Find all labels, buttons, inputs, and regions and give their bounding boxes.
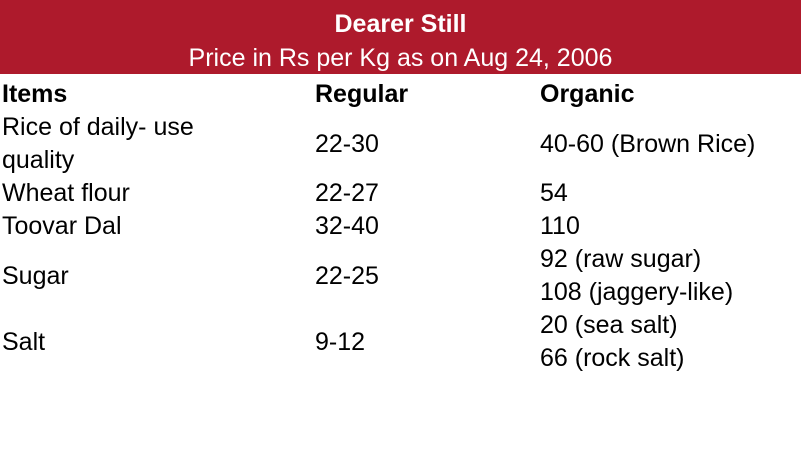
header-row: Items Regular Organic: [2, 78, 800, 111]
organic-line: 92 (raw sugar): [540, 245, 702, 273]
table-body: Rice of daily- use quality 22-30 40-60 (Br…: [2, 111, 800, 375]
item-cell: Sugar: [2, 243, 315, 309]
organic-line: 108 (jaggery-like): [540, 278, 734, 306]
item-cell: Rice of daily- use quality: [2, 111, 315, 177]
organic-line: 110: [540, 212, 580, 240]
organic-line: 66 (rock salt): [540, 344, 685, 372]
banner: Dearer Still Price in Rs per Kg as on Au…: [0, 0, 801, 74]
organic-cell: 40-60 (Brown Rice): [540, 111, 800, 177]
item-text: Toovar Dal: [2, 212, 122, 240]
title: Dearer Still: [334, 10, 467, 38]
item-text: Salt: [2, 327, 46, 356]
table-row: Salt 9-12 20 (sea salt) 66 (rock salt): [2, 309, 800, 375]
item-text: Wheat flour: [2, 179, 130, 207]
item-text: Rice of daily- use quality: [2, 113, 194, 174]
regular-cell: 22-27: [315, 179, 379, 207]
organic-line: 40-60 (Brown Rice): [540, 129, 756, 158]
organic-cell: 20 (sea salt) 66 (rock salt): [540, 309, 800, 375]
organic-cell: 92 (raw sugar) 108 (jaggery-like): [540, 243, 800, 309]
item-cell: Wheat flour: [2, 177, 315, 210]
organic-cell: 54: [540, 177, 800, 210]
table-row: Rice of daily- use quality 22-30 40-60 (Br…: [2, 111, 800, 177]
organic-line: 54: [540, 179, 568, 207]
table-row: Wheat flour 22-27 54: [2, 177, 800, 210]
organic-line: 20 (sea salt): [540, 311, 678, 339]
item-cell: Toovar Dal: [2, 210, 315, 243]
table-row: Sugar 22-25 92 (raw sugar) 108 (jaggery-lik…: [2, 243, 800, 309]
column-header: Organic: [540, 80, 635, 108]
regular-cell: 22-25: [315, 261, 379, 290]
regular-cell: 32-40: [315, 212, 379, 240]
column-header: Regular: [315, 80, 409, 108]
price-table: Items Regular Organic Rice of daily- use q…: [2, 78, 800, 375]
item-text: Sugar: [2, 261, 69, 290]
table-row: Toovar Dal 32-40 110: [2, 210, 800, 243]
regular-cell: 22-30: [315, 129, 379, 158]
subtitle: Price in Rs per Kg as on Aug 24, 2006: [188, 44, 613, 72]
organic-cell: 110: [540, 210, 800, 243]
regular-cell: 9-12: [315, 327, 366, 356]
item-cell: Salt: [2, 309, 315, 375]
column-header: Items: [2, 80, 68, 108]
